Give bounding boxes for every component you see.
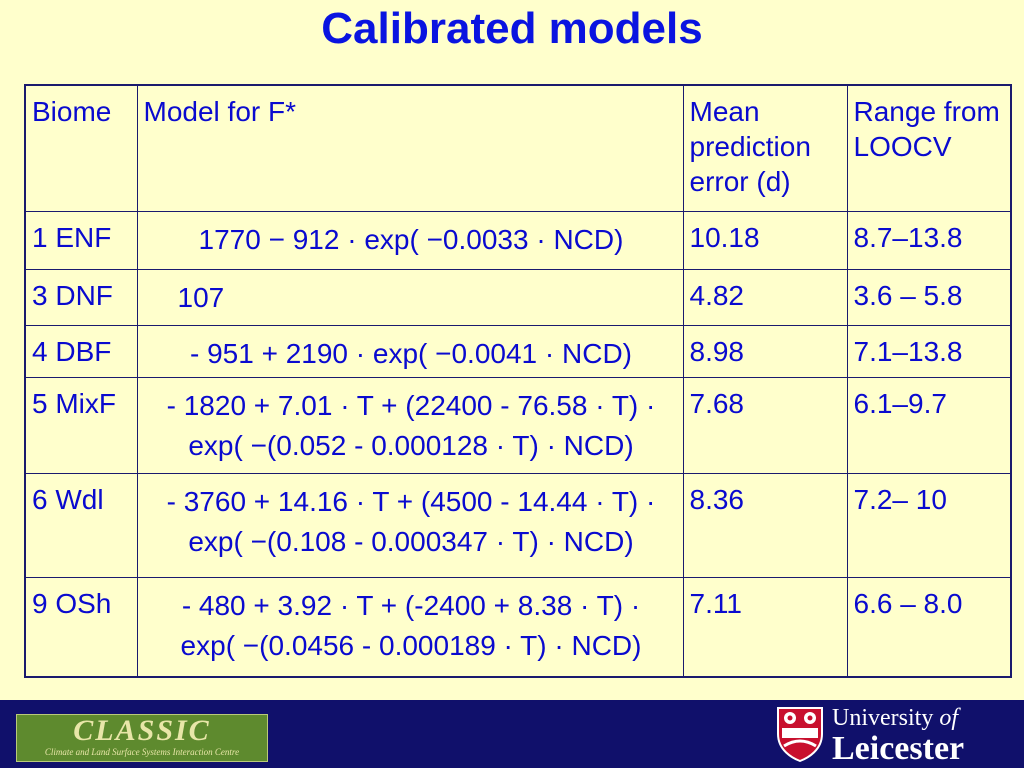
- university-line1: University of: [832, 704, 958, 732]
- biome-cell: 1 ENF: [24, 210, 138, 270]
- formula-line: exp( −(0.052 - 0.000128 · T) · NCD): [188, 429, 634, 461]
- university-line2: Leicester: [832, 730, 965, 767]
- formula-line: 1770 − 912 · exp( −0.0033 · NCD): [198, 223, 624, 255]
- error-cell: 8.98: [682, 324, 848, 378]
- range-cell: 8.7–13.8: [846, 210, 1012, 270]
- biome-cell: 9 OSh: [24, 576, 138, 678]
- table-row: 3 DNF 107 4.82 3.6 – 5.8: [24, 268, 1012, 326]
- range-cell: 7.1–13.8: [846, 324, 1012, 378]
- biome-cell: 4 DBF: [24, 324, 138, 378]
- header-range: Range from LOOCV: [846, 84, 1012, 212]
- university-of: of: [939, 705, 958, 731]
- slide-title: Calibrated models: [321, 4, 703, 53]
- header-error: Mean prediction error (d): [682, 84, 848, 212]
- table-row: 1 ENF 1770 − 912 · exp( −0.0033 · NCD) 1…: [24, 210, 1012, 270]
- model-cell: - 951 + 2190 · exp( −0.0041 · NCD): [136, 324, 684, 378]
- model-cell: - 1820 + 7.01 · T + (22400 - 76.58 · T) …: [136, 376, 684, 474]
- formula-line: - 3760 + 14.16 · T + (4500 - 14.44 · T) …: [166, 485, 656, 517]
- table-row: 5 MixF - 1820 + 7.01 · T + (22400 - 76.5…: [24, 376, 1012, 474]
- formula-line: - 1820 + 7.01 · T + (22400 - 76.58 · T) …: [166, 389, 656, 421]
- model-cell: 1770 − 912 · exp( −0.0033 · NCD): [136, 210, 684, 270]
- biome-cell: 5 MixF: [24, 376, 138, 474]
- formula-line: - 480 + 3.92 · T + (-2400 + 8.38 · T) ·: [181, 589, 641, 621]
- formula-line: exp( −(0.0456 - 0.000189 · T) · NCD): [180, 629, 642, 661]
- formula-line: exp( −(0.108 - 0.000347 · T) · NCD): [188, 525, 634, 557]
- classic-logo-name: CLASSIC: [73, 714, 211, 747]
- calibrated-models-table: Biome Model for F* Mean prediction error…: [24, 84, 1012, 678]
- formula-line: 107: [177, 281, 225, 313]
- table-row: 9 OSh - 480 + 3.92 · T + (-2400 + 8.38 ·…: [24, 576, 1012, 678]
- range-cell: 6.6 – 8.0: [846, 576, 1012, 678]
- header-model: Model for F*: [136, 84, 684, 212]
- model-cell: - 480 + 3.92 · T + (-2400 + 8.38 · T) · …: [136, 576, 684, 678]
- table-row: 4 DBF - 951 + 2190 · exp( −0.0041 · NCD)…: [24, 324, 1012, 378]
- biome-cell: 6 Wdl: [24, 472, 138, 578]
- header-biome: Biome: [24, 84, 138, 212]
- classic-logo: CLASSIC Climate and Land Surface Systems…: [16, 714, 268, 762]
- formula-line: - 951 + 2190 · exp( −0.0041 · NCD): [189, 337, 632, 369]
- range-cell: 7.2– 10: [846, 472, 1012, 578]
- error-cell: 8.36: [682, 472, 848, 578]
- university-crest-icon: [777, 707, 823, 762]
- model-cell: 107: [136, 268, 684, 326]
- classic-logo-subtitle: Climate and Land Surface Systems Interac…: [44, 747, 240, 757]
- biome-cell: 3 DNF: [24, 268, 138, 326]
- header-row: Biome Model for F* Mean prediction error…: [24, 84, 1012, 212]
- model-cell: - 3760 + 14.16 · T + (4500 - 14.44 · T) …: [136, 472, 684, 578]
- range-cell: 3.6 – 5.8: [846, 268, 1012, 326]
- error-cell: 10.18: [682, 210, 848, 270]
- error-cell: 7.11: [682, 576, 848, 678]
- error-cell: 7.68: [682, 376, 848, 474]
- university-word: University: [832, 705, 934, 731]
- range-cell: 6.1–9.7: [846, 376, 1012, 474]
- table-row: 6 Wdl - 3760 + 14.16 · T + (4500 - 14.44…: [24, 472, 1012, 578]
- error-cell: 4.82: [682, 268, 848, 326]
